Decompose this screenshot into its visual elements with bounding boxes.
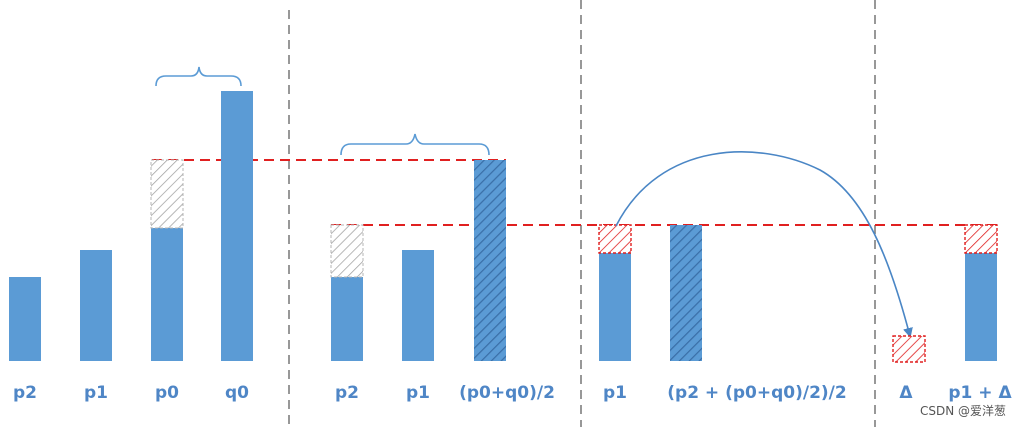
bar-p0 (151, 228, 183, 361)
bar-p0q0-avg (474, 160, 506, 361)
bar-delta (892, 335, 926, 363)
watermark: CSDN @爱洋葱 (920, 403, 1006, 418)
brace-p0-q0 (155, 66, 242, 87)
labels: p2 p1 p0 q0 p2 p1 (p0+q0)/2 p1 (p2 + (p0… (13, 383, 1012, 403)
panel2-bars (330, 160, 506, 361)
bar-p1-delta-top (598, 224, 632, 254)
label-p0q0-avg: (p0+q0)/2 (459, 383, 555, 403)
panel3-bars (598, 224, 702, 361)
bar-q0 (221, 91, 253, 361)
bar-p1-panel3 (599, 253, 631, 361)
bar-p0-extension (150, 159, 184, 229)
bar-p1-plus-delta (965, 253, 997, 361)
label-filtered-avg: (p2 + (p0+q0)/2)/2 (667, 383, 846, 403)
label-q0: q0 (225, 383, 249, 403)
bar-p1-panel2 (402, 250, 434, 361)
bar-p2-extension (330, 224, 364, 278)
label-p0: p0 (155, 383, 179, 403)
brace-p2-avg (340, 133, 490, 156)
bar-p1 (80, 250, 112, 361)
label-p1-plus-delta: p1 + Δ (948, 383, 1012, 403)
label-p1: p1 (84, 383, 108, 403)
bar-filtered-avg (670, 225, 702, 361)
label-p2-panel2: p2 (335, 383, 359, 403)
bar-p1-plus-delta-top (964, 224, 998, 254)
label-p1-panel3: p1 (603, 383, 627, 403)
panel1-bars (9, 91, 253, 361)
label-delta: Δ (899, 383, 913, 403)
label-p2: p2 (13, 383, 37, 403)
bar-p2 (9, 277, 41, 361)
bar-p2-panel2 (331, 277, 363, 361)
delta-arrow (615, 151, 913, 338)
panel4-bars (892, 224, 998, 363)
label-p1-panel2: p1 (406, 383, 430, 403)
